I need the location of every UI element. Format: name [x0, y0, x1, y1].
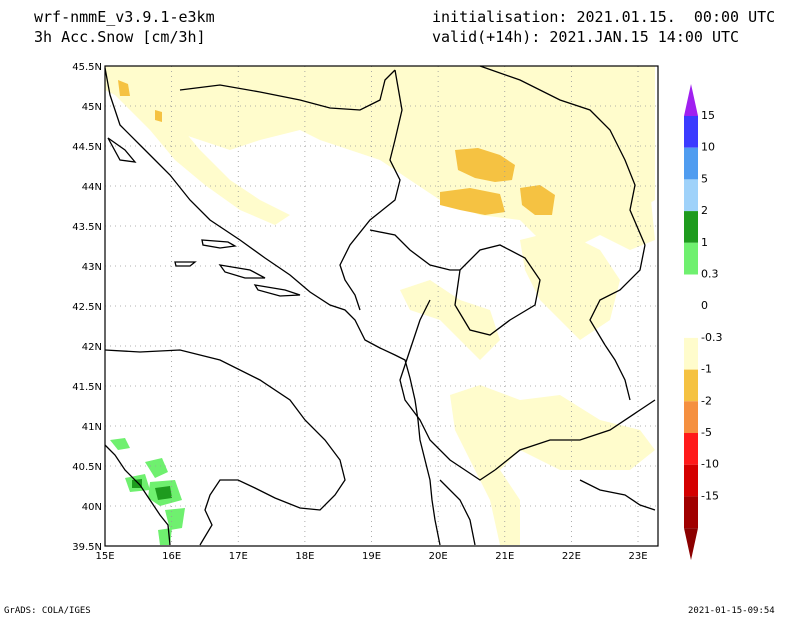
variable-title: 3h Acc.Snow [cm/3h] [34, 28, 206, 46]
lat-tick-label: 42.5N [72, 302, 102, 313]
green-area-5 [165, 508, 185, 530]
coastline-italy-heel [104, 444, 171, 546]
snow-area-south [450, 385, 655, 545]
coastline-greece-east [579, 479, 656, 511]
lat-tick-label: 45N [82, 102, 102, 113]
grid-lines [105, 66, 658, 546]
colorbar-bin [684, 242, 698, 275]
green-area-1 [110, 438, 130, 450]
green-area-2 [145, 458, 168, 478]
colorbar-bin [684, 116, 698, 148]
colorbar-bin [684, 211, 698, 243]
colorbar-label: -10 [701, 458, 719, 471]
lon-tick-label: 20E [429, 551, 448, 562]
coastlines-borders [104, 65, 656, 546]
island-5 [107, 137, 137, 163]
colorbar-bin [684, 496, 698, 529]
colorbar-label: -5 [701, 426, 712, 439]
lon-tick-label: 22E [562, 551, 581, 562]
lon-axis-labels: 15E 16E 17E 18E 19E 20E 21E 22E 23E [95, 551, 647, 562]
colorbar-bin [684, 433, 698, 465]
colorbar-bin [684, 464, 698, 497]
border-serbia-north [479, 65, 646, 246]
lat-tick-label: 44.5N [72, 142, 102, 153]
colorbar-bin [684, 147, 698, 180]
lon-tick-label: 23E [628, 551, 647, 562]
border-albania-mk [399, 299, 496, 481]
colorbar-label: -0.3 [701, 331, 722, 344]
snow-core-1 [455, 148, 515, 182]
border-mk-greece [494, 399, 656, 471]
colorbar-label: 0.3 [701, 268, 719, 281]
lon-tick-label: 15E [95, 551, 114, 562]
coastline-italy [104, 349, 346, 546]
island-1 [201, 239, 237, 249]
lon-tick-label: 21E [495, 551, 514, 562]
snow-core-4 [118, 80, 130, 96]
colorbar-label: -1 [701, 363, 712, 376]
snow-area-west-strip [105, 66, 290, 225]
colorbar: 15 10 5 2 1 0.3 0 -0.3 -1 -2 -5 -10 -15 [684, 84, 722, 561]
border-montenegro-serbia [369, 229, 460, 271]
colorbar-label: 15 [701, 109, 715, 122]
green-core-1 [155, 486, 172, 500]
lat-tick-label: 40N [82, 502, 102, 513]
snow-area-east [580, 90, 655, 215]
lat-tick-label: 42N [82, 342, 102, 353]
lat-tick-label: 39.5N [72, 542, 102, 553]
snow-area-north [105, 66, 655, 250]
colorbar-label: 1 [701, 236, 708, 249]
colorbar-label: 0 [701, 299, 708, 312]
snow-core-3 [520, 185, 555, 215]
colorbar-bin [684, 401, 698, 433]
lat-tick-label: 41.5N [72, 382, 102, 393]
colorbar-bin [684, 274, 698, 307]
border-kosovo [454, 244, 541, 336]
colorbar-top-arrow [684, 84, 698, 116]
colorbar-label: 10 [701, 141, 715, 154]
colorbar-bottom-arrow [684, 528, 698, 561]
border-greece-albania [439, 479, 476, 546]
lon-tick-label: 18E [295, 551, 314, 562]
lat-axis-labels: 39.5N 40N 40.5N 41N 41.5N 42N 42.5N 43N 43.5N 44N… [72, 62, 102, 553]
colorbar-bin [684, 369, 698, 402]
lon-tick-label: 19E [362, 551, 381, 562]
init-time: initialisation: 2021.01.15. 00:00 UTC [432, 8, 776, 26]
colorbar-label: -15 [701, 489, 719, 502]
snow-core-5 [155, 110, 162, 122]
snow-area-center-east [520, 230, 620, 340]
island-4 [253, 284, 301, 297]
model-title: wrf-nmmE_v3.9.1-e3km [34, 8, 215, 26]
snow-area-central [400, 280, 500, 360]
lat-tick-label: 43N [82, 262, 102, 273]
snow-core-2 [440, 188, 505, 215]
lon-tick-label: 16E [162, 551, 181, 562]
lat-tick-label: 45.5N [72, 62, 102, 73]
colorbar-label: 2 [701, 204, 708, 217]
coastline-adriatic-east [104, 67, 441, 546]
colorbar-label: -2 [701, 394, 712, 407]
colorbar-label: 5 [701, 172, 708, 185]
border-serbia-bulgaria [589, 244, 646, 346]
border-bosnia-serbia [339, 69, 403, 311]
island-2 [174, 261, 197, 267]
lon-tick-label: 17E [229, 551, 248, 562]
lat-tick-label: 44N [82, 182, 102, 193]
snow-fields [105, 66, 655, 545]
footer-credit: GrADS: COLA/IGES [4, 606, 91, 616]
island-3 [218, 264, 266, 279]
map-frame [104, 65, 659, 547]
border-croatia-bosnia [179, 69, 396, 111]
lat-tick-label: 43.5N [72, 222, 102, 233]
colorbar-bin [684, 306, 698, 338]
footer-timestamp: 2021-01-15-09:54 [688, 606, 775, 616]
lat-tick-label: 41N [82, 422, 102, 433]
lat-tick-label: 40.5N [72, 462, 102, 473]
valid-time: valid(+14h): 2021.JAN.15 14:00 UTC [432, 28, 740, 46]
border-mk-bulgaria [604, 344, 631, 401]
colorbar-bin [684, 179, 698, 212]
colorbar-bin [684, 337, 698, 370]
green-core-2 [132, 479, 142, 488]
